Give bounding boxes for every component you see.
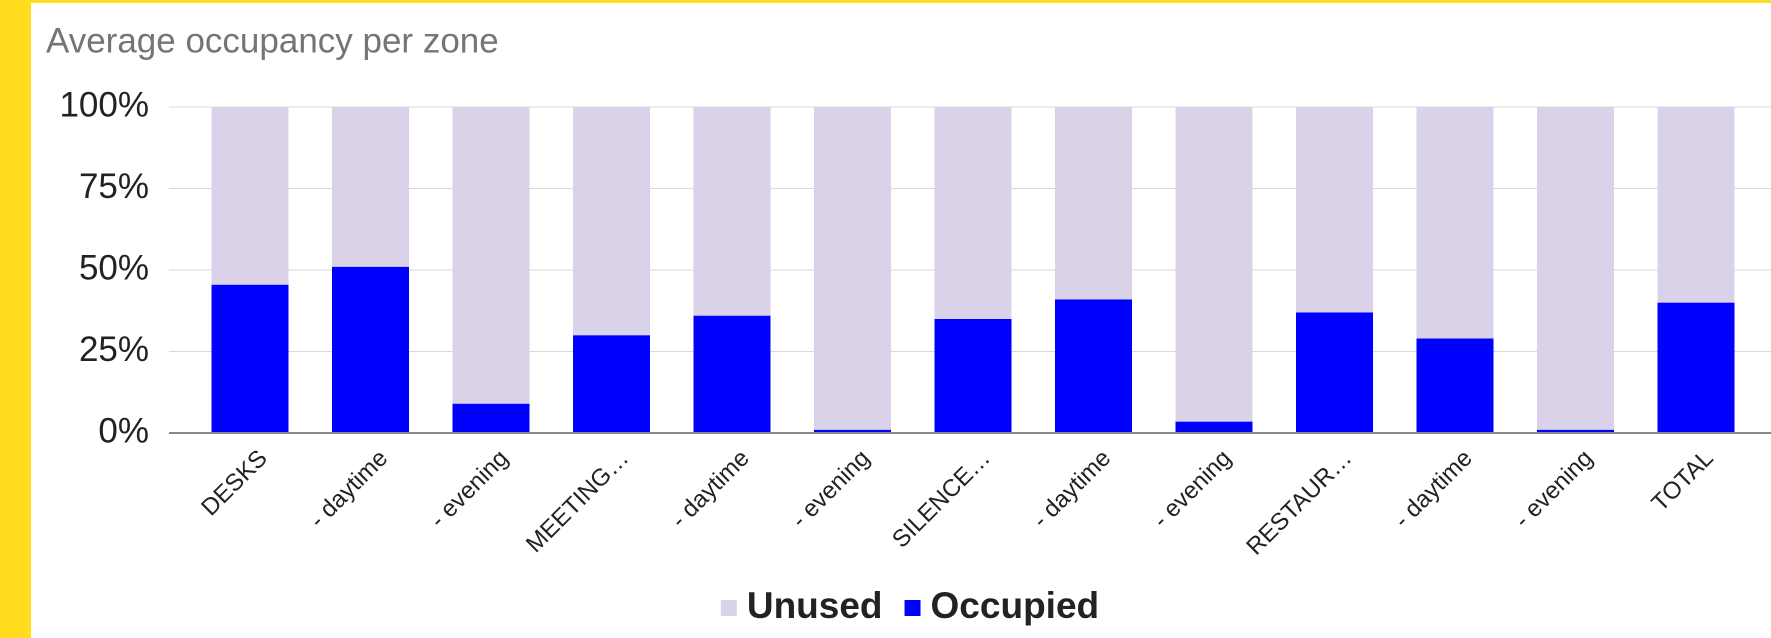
legend: Unused Occupied [720,585,1100,626]
legend-label: Occupied [931,585,1100,626]
bar-segment [573,107,650,336]
bar-segment [452,107,530,404]
bar-segment [1657,302,1735,433]
bar-segment [1657,107,1735,303]
bar-segment [1537,429,1614,433]
legend-swatch [904,600,921,616]
bar-segment [1416,338,1494,433]
bar-segment [1175,107,1253,422]
bar-segment [814,107,891,430]
bar-segment [211,284,289,433]
bar-segment [693,315,771,433]
bar-segment [1296,312,1373,433]
y-tick-label: 25% [79,330,149,369]
bar-segment [211,107,289,285]
bar-segment [332,266,409,433]
y-tick-label: 0% [98,411,149,450]
bar-segment [934,318,1012,433]
legend-label: Unused [747,585,883,626]
bar-segment [1175,421,1253,433]
bar-segment [1416,107,1494,339]
y-tick-label: 100% [59,85,149,124]
y-tick-label: 50% [79,248,149,287]
chart-title: Average occupancy per zone [46,21,499,60]
bar-segment [814,429,891,433]
bar-segment [573,335,650,433]
y-tick-label: 75% [79,167,149,206]
legend-swatch [720,600,737,616]
bar-segment [1296,107,1373,313]
bar-segment [1055,299,1132,433]
bar-segment [332,107,409,267]
bar-segment [693,107,771,316]
bar-segment [1055,107,1132,300]
bar-segment [452,403,530,433]
bar-segment [1537,107,1614,430]
bar-segment [934,107,1012,319]
